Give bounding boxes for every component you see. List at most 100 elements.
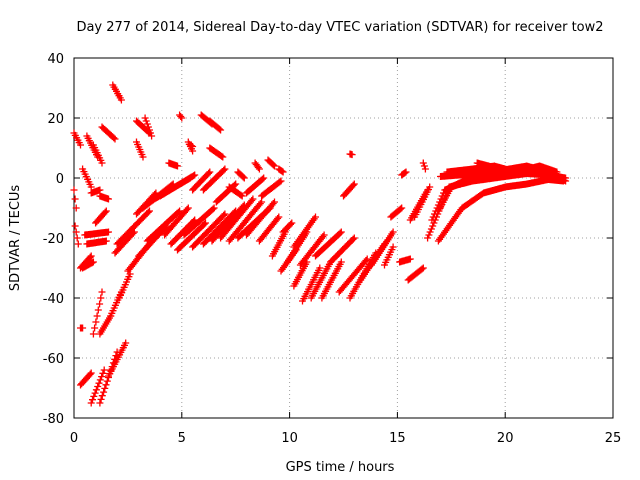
data-series-0-segment-40 — [111, 228, 138, 257]
data-point-marks — [199, 165, 229, 194]
data-series-0-segment-8 — [133, 117, 153, 137]
data-point-marks — [258, 177, 285, 200]
data-point-marks — [290, 258, 311, 290]
data-point-marks — [161, 204, 192, 239]
data-series-0-segment-63 — [212, 180, 240, 206]
data-series-0-segment-2 — [71, 222, 82, 248]
y-tick-label: -80 — [43, 412, 64, 427]
data-point-marks — [70, 186, 80, 212]
data-point-marks — [318, 258, 345, 302]
data-points — [70, 81, 570, 407]
data-point-marks — [434, 176, 567, 245]
data-point-marks — [255, 213, 283, 245]
data-point-marks — [89, 141, 106, 167]
data-point-marks — [87, 186, 104, 197]
data-series-0-segment-74 — [307, 258, 335, 302]
y-tick-label: 40 — [47, 52, 64, 67]
data-point-marks — [143, 207, 184, 245]
data-series-0-segment-12 — [176, 111, 186, 122]
data-point-marks — [92, 207, 110, 227]
data-series-0-segment-36 — [89, 288, 106, 338]
chart-title: Day 277 of 2014, Sidereal Day-to-day VTE… — [76, 20, 603, 35]
data-series-0-segment-11 — [165, 159, 181, 170]
data-series-0-segment-18 — [234, 168, 248, 182]
data-point-marks — [473, 159, 570, 185]
data-series-0-segment-39 — [115, 270, 134, 302]
data-point-marks — [206, 117, 225, 134]
data-series-0-segment-20 — [264, 156, 278, 170]
data-series-0-segment-62 — [199, 165, 229, 194]
data-series-0-segment-72 — [290, 258, 311, 290]
data-series-0-segment-55 — [208, 201, 248, 245]
data-point-marks — [217, 195, 257, 242]
data-series-0-segment-89 — [398, 168, 410, 179]
data-point-marks — [79, 165, 95, 191]
data-series-0-segment-73 — [299, 264, 324, 305]
data-point-marks — [189, 210, 229, 251]
data-series-0-segment-77 — [327, 234, 358, 266]
data-series-0-segment-53 — [189, 210, 229, 251]
data-point-marks — [290, 213, 319, 251]
data-series-0-segment-45 — [156, 171, 199, 200]
x-tick-label: 15 — [389, 431, 406, 446]
data-point-marks — [346, 150, 356, 159]
data-series-0-segment-19 — [251, 159, 263, 173]
data-point-marks — [398, 168, 410, 179]
data-point-marks — [70, 129, 84, 149]
data-series-0-segment-50 — [167, 216, 199, 248]
data-point-marks — [111, 228, 138, 257]
data-point-marks — [225, 198, 266, 245]
y-tick-label: -40 — [43, 292, 64, 307]
data-point-marks — [109, 81, 125, 104]
data-point-marks — [243, 198, 278, 239]
data-point-marks — [176, 111, 186, 122]
data-point-marks — [186, 141, 197, 150]
data-series-0-segment-30 — [96, 192, 112, 203]
data-series-0-segment-0 — [70, 129, 84, 149]
data-point-marks — [419, 159, 429, 173]
data-series-0-segment-85 — [396, 255, 414, 266]
data-series-0-segment-66 — [268, 228, 289, 260]
data-point-marks — [98, 123, 119, 143]
data-series-0-segment-49 — [161, 204, 192, 239]
data-series-0-segment-82 — [340, 180, 358, 200]
data-series-0-segment-81 — [368, 228, 397, 269]
data-point-marks — [89, 288, 106, 338]
data-point-marks — [279, 219, 296, 236]
data-point-marks — [268, 228, 289, 260]
data-series-0-segment-22 — [346, 150, 356, 159]
data-point-marks — [165, 159, 181, 170]
data-point-marks — [296, 231, 328, 269]
data-point-marks — [180, 204, 218, 239]
data-series-0-segment-27 — [83, 237, 110, 248]
data-series-0-segment-1 — [70, 186, 80, 212]
axis-ticks: 0 5 10 15 20 25 -80 -60 -40 -20 0 20 40 — [43, 52, 622, 446]
data-point-marks — [368, 228, 397, 269]
data-point-marks — [275, 165, 287, 176]
data-point-marks — [113, 207, 153, 248]
data-point-marks — [83, 237, 110, 248]
data-series-0-segment-35 — [105, 339, 130, 380]
data-point-marks — [327, 234, 358, 266]
data-point-marks — [212, 180, 240, 206]
data-series-0-segment-31 — [77, 324, 87, 332]
data-series-0-segment-75 — [318, 258, 345, 302]
data-series-0-segment-52 — [180, 204, 218, 239]
data-series-0-segment-9 — [141, 114, 156, 140]
data-series-0-segment-76 — [312, 228, 345, 260]
data-point-marks — [189, 168, 214, 194]
data-series-0-segment-86 — [404, 264, 427, 284]
data-point-marks — [96, 192, 112, 203]
data-series-0-segment-61 — [189, 168, 214, 194]
data-point-marks — [208, 201, 248, 245]
data-point-marks — [299, 264, 324, 305]
data-series-0-segment-88 — [411, 183, 434, 221]
data-point-marks — [264, 156, 278, 170]
data-series-0-segment-6 — [98, 123, 119, 143]
data-series-0-segment-69 — [290, 213, 319, 251]
x-tick-label: 5 — [178, 431, 186, 446]
data-point-marks — [141, 114, 156, 140]
data-series-0-segment-78 — [335, 255, 371, 296]
data-point-marks — [335, 255, 371, 296]
